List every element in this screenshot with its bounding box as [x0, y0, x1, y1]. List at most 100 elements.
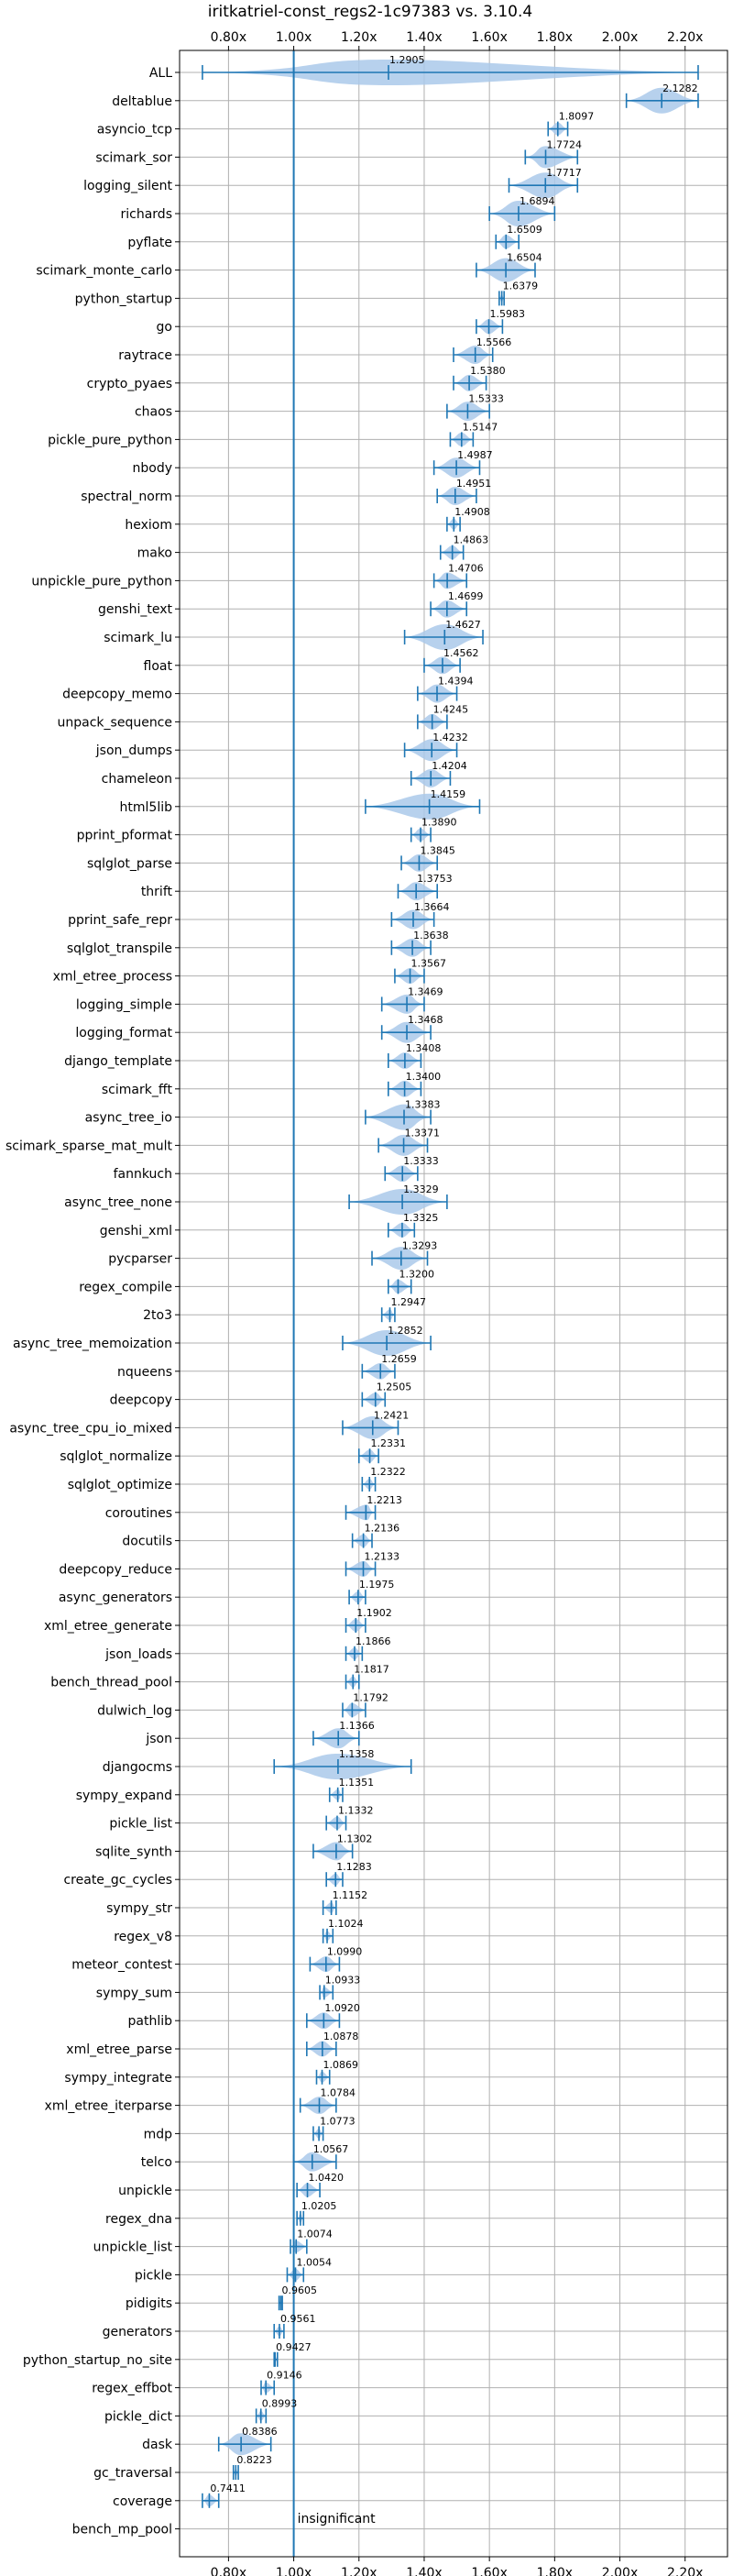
value-label: 1.7724 — [547, 138, 583, 150]
value-label: 1.3567 — [411, 958, 447, 970]
x-tick-label-top: 0.80x — [211, 30, 246, 45]
category-label: sqlglot_normalize — [60, 1449, 172, 1464]
value-label: 1.0784 — [320, 2087, 356, 2099]
category-label: async_tree_memoization — [13, 1337, 172, 1351]
category-label: deepcopy_reduce — [59, 1562, 172, 1577]
value-label: 1.3329 — [403, 1183, 439, 1195]
chart-title: iritkatriel-const_regs2-1c97383 vs. 3.10… — [208, 3, 532, 21]
category-label: async_tree_io — [85, 1111, 172, 1126]
category-label: xml_etree_iterparse — [45, 2099, 172, 2114]
category-label: logging_format — [75, 1026, 172, 1040]
value-label: 1.4951 — [456, 478, 492, 490]
value-label: 1.0773 — [320, 2115, 356, 2127]
value-label: 1.1302 — [337, 1833, 373, 1844]
category-label: bench_mp_pool — [72, 2523, 172, 2537]
category-label: pprint_safe_repr — [68, 913, 172, 928]
category-label: 2to3 — [143, 1308, 172, 1323]
category-label: create_gc_cycles — [63, 1873, 172, 1888]
category-label: regex_compile — [79, 1280, 172, 1294]
value-label: 1.2505 — [377, 1382, 412, 1393]
category-label: dulwich_log — [97, 1703, 172, 1718]
category-label: json — [145, 1732, 172, 1746]
category-label: python_startup — [75, 292, 172, 306]
value-label: 1.5983 — [490, 308, 526, 320]
value-label: 1.3890 — [421, 817, 457, 829]
category-label: unpickle_list — [93, 2240, 173, 2255]
category-label: pprint_pformat — [77, 829, 173, 843]
value-label: 1.3383 — [405, 1099, 441, 1111]
category-label: sympy_str — [106, 1901, 172, 1916]
category-label: unpickle_pure_python — [31, 574, 172, 589]
value-label: 1.0878 — [323, 2031, 359, 2042]
category-label: sympy_expand — [76, 1789, 172, 1803]
category-label: xml_etree_parse — [66, 2042, 172, 2057]
category-label: sqlglot_transpile — [67, 941, 172, 956]
value-label: 1.5380 — [470, 365, 506, 377]
value-label: 1.4699 — [448, 590, 483, 602]
category-label: nbody — [133, 461, 173, 476]
value-label: 1.8097 — [559, 111, 595, 123]
category-label: mako — [137, 546, 172, 561]
category-label: hexiom — [125, 518, 172, 533]
category-label: async_tree_none — [64, 1195, 172, 1210]
category-label: pathlib — [128, 2014, 173, 2029]
value-label: 0.8993 — [262, 2397, 298, 2409]
value-label: 1.3325 — [403, 1212, 439, 1224]
category-label: regex_v8 — [114, 1930, 172, 1944]
category-label: richards — [121, 207, 173, 222]
value-label: 1.1975 — [359, 1579, 395, 1591]
category-label: bench_thread_pool — [50, 1676, 172, 1690]
category-label: raytrace — [118, 348, 172, 363]
x-tick-label-bottom: 1.20x — [341, 2566, 377, 2576]
value-label: 1.0869 — [323, 2059, 359, 2071]
category-label: pickle_list — [109, 1817, 172, 1832]
value-label: 1.0074 — [297, 2229, 333, 2240]
value-label: 1.6504 — [507, 252, 542, 264]
value-label: 1.4706 — [448, 562, 483, 574]
value-label: 1.5333 — [468, 393, 503, 405]
category-label: mdp — [144, 2127, 173, 2141]
category-label: nqueens — [117, 1365, 172, 1380]
x-tick-label-bottom: 1.60x — [471, 2566, 507, 2576]
category-label: pyflate — [127, 236, 172, 250]
category-label: html5lib — [120, 800, 173, 815]
value-label: 0.8223 — [236, 2454, 272, 2466]
category-label: sqlglot_parse — [87, 856, 172, 871]
value-label: 1.7717 — [546, 167, 582, 179]
value-label: 0.9605 — [282, 2284, 318, 2296]
value-label: 0.8386 — [242, 2426, 278, 2438]
category-label: deepcopy — [110, 1393, 172, 1408]
category-label: go — [157, 320, 172, 335]
value-label: 1.3469 — [408, 985, 443, 997]
category-label: sympy_sum — [96, 1986, 172, 2000]
x-tick-label-top: 1.40x — [406, 30, 442, 45]
value-label: 1.3753 — [417, 873, 453, 885]
category-label: scimark_sparse_mat_mult — [5, 1139, 172, 1153]
value-label: 1.4159 — [431, 788, 466, 800]
insignificant-annotation: insignificant — [298, 2512, 377, 2526]
category-label: regex_effbot — [92, 2382, 172, 2396]
value-label: 1.4245 — [433, 703, 469, 715]
category-label: sqlglot_optimize — [68, 1478, 172, 1492]
x-tick-label-bottom: 0.80x — [211, 2566, 246, 2576]
category-label: fannkuch — [114, 1167, 172, 1182]
value-label: 1.3664 — [414, 901, 450, 913]
category-label: regex_dna — [105, 2212, 172, 2227]
category-label: xml_etree_generate — [44, 1619, 172, 1634]
value-label: 1.3845 — [420, 844, 455, 856]
category-label: deepcopy_memo — [62, 688, 172, 702]
value-label: 0.9561 — [280, 2313, 316, 2325]
value-label: 1.0920 — [324, 2002, 360, 2014]
category-label: coverage — [113, 2494, 172, 2509]
category-label: django_template — [64, 1054, 172, 1069]
category-label: gc_traversal — [93, 2466, 172, 2481]
category-label: docutils — [122, 1535, 172, 1549]
value-label: 1.3468 — [408, 1014, 443, 1026]
category-label: spectral_norm — [81, 490, 172, 504]
value-label: 1.6894 — [520, 195, 555, 207]
x-tick-label-top: 1.20x — [341, 30, 377, 45]
x-tick-label-bottom: 1.80x — [537, 2566, 573, 2576]
value-label: 1.1024 — [328, 1918, 364, 1930]
